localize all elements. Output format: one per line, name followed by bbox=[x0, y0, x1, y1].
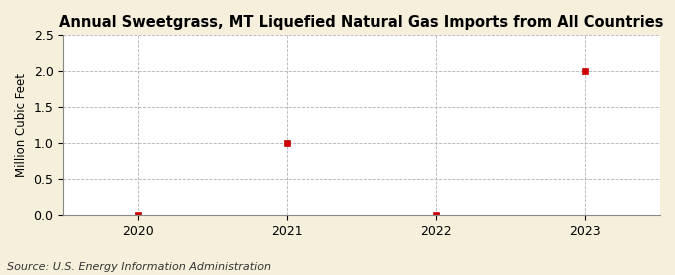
Text: Source: U.S. Energy Information Administration: Source: U.S. Energy Information Administ… bbox=[7, 262, 271, 272]
Y-axis label: Million Cubic Feet: Million Cubic Feet bbox=[15, 73, 28, 177]
Title: Annual Sweetgrass, MT Liquefied Natural Gas Imports from All Countries: Annual Sweetgrass, MT Liquefied Natural … bbox=[59, 15, 664, 30]
